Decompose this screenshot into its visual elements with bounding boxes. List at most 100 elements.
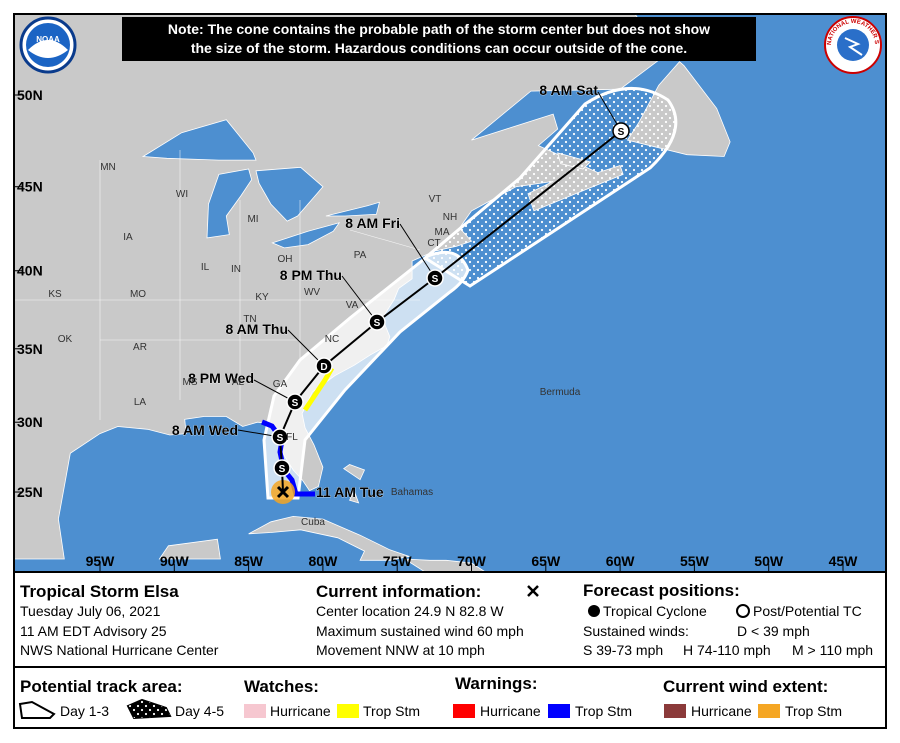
region-label: FL	[286, 432, 298, 443]
region-label: OK	[58, 334, 73, 345]
point-symbol: S	[292, 398, 299, 409]
current-marker	[527, 585, 539, 597]
region-label: WV	[304, 287, 320, 298]
state-border	[14, 150, 421, 420]
land	[403, 558, 487, 572]
cyclone-symbol	[588, 605, 600, 617]
swatch	[244, 704, 266, 718]
day45-dots	[128, 700, 170, 718]
noaa-logo: NOAA	[19, 16, 77, 74]
point-label: 11 AM Tue	[316, 484, 384, 500]
lat-label: 45N	[17, 179, 43, 195]
lat-label: 50N	[17, 87, 43, 103]
forecast-point	[286, 393, 304, 411]
logo-text: NOAA	[36, 35, 60, 44]
legend-text: Hurricane	[691, 703, 752, 719]
note-line: Note: The cone contains the probable pat…	[168, 21, 710, 37]
cone-day13	[262, 250, 470, 500]
forecast-point	[273, 459, 291, 477]
region-label: MS	[183, 377, 198, 388]
lon-label: 75W	[383, 553, 413, 569]
leader-line	[341, 275, 378, 323]
lon-label: 80W	[309, 553, 339, 569]
current-position	[276, 485, 290, 499]
lon-label: 65W	[531, 553, 561, 569]
legend-title: Watches:	[244, 677, 319, 696]
point-label: 8 PM Thu	[280, 267, 342, 283]
forecast-point	[368, 313, 386, 331]
forecast-point	[271, 428, 289, 446]
swatch	[758, 704, 780, 718]
legend-text: Trop Stm	[363, 703, 420, 719]
swatch	[337, 704, 359, 718]
region-label: MO	[130, 289, 146, 300]
swatch	[453, 704, 475, 718]
lon-label: 55W	[680, 553, 710, 569]
lake	[206, 168, 253, 239]
lon-label: 70W	[457, 553, 487, 569]
point-label: 8 AM Fri	[345, 215, 400, 231]
region-label: TN	[243, 314, 256, 325]
legend-text: Day 1-3	[60, 703, 109, 719]
region-label: WI	[176, 189, 188, 200]
legend-text: Sustained winds:	[583, 623, 689, 639]
point-label: 8 PM Wed	[188, 370, 254, 386]
region-label: AR	[133, 342, 147, 353]
lat-label: 30N	[17, 414, 43, 430]
lon-label: 95W	[86, 553, 116, 569]
region-label: LA	[134, 397, 147, 408]
legend-text: Trop Stm	[785, 703, 842, 719]
lat-label: 35N	[17, 341, 43, 357]
info-panel	[13, 571, 887, 729]
region-label: AL	[232, 377, 245, 388]
legend-title: Warnings:	[455, 674, 537, 693]
legend-text: Day 4-5	[175, 703, 224, 719]
legend-text: H 74-110 mph	[683, 642, 771, 658]
region-label: Cuba	[301, 517, 325, 528]
point-symbol: D	[320, 362, 327, 373]
lon-label: 60W	[606, 553, 636, 569]
point-label: 8 AM Sat	[539, 82, 598, 98]
date: Tuesday July 06, 2021	[20, 603, 161, 619]
current-line: Maximum sustained wind 60 mph	[316, 623, 524, 639]
region-label: VT	[429, 194, 442, 205]
post-tc-symbol	[736, 604, 750, 618]
lon-label: 50W	[754, 553, 784, 569]
region-label: NH	[443, 212, 457, 223]
point-label: 8 AM Thu	[226, 321, 288, 337]
lon-label: 85W	[234, 553, 264, 569]
lat-label: 25N	[17, 484, 43, 500]
point-symbol: S	[279, 464, 286, 475]
legend-text: D < 39 mph	[737, 623, 810, 639]
lat-label: 40N	[17, 263, 43, 279]
forecast-point	[426, 269, 444, 287]
legend-title: Current wind extent:	[663, 677, 828, 696]
note-box	[122, 17, 756, 61]
note-line: the size of the storm. Hazardous conditi…	[191, 40, 687, 56]
region-label: IL	[201, 262, 210, 273]
issuer: NWS National Hurricane Center	[20, 642, 219, 658]
region-label: MA	[435, 227, 450, 238]
forecast-title: Forecast positions:	[583, 581, 740, 600]
region-label: MI	[247, 214, 258, 225]
current-line: Center location 24.9 N 82.8 W	[316, 603, 504, 619]
legend-text: Post/Potential TC	[753, 603, 862, 619]
legend-text: Hurricane	[270, 703, 331, 719]
point-label: 8 AM Wed	[172, 422, 238, 438]
storm-name: Tropical Storm Elsa	[20, 582, 179, 601]
day13-icon	[18, 700, 56, 719]
lake	[271, 222, 341, 249]
region-label: OH	[278, 254, 293, 265]
lake	[255, 166, 324, 222]
land	[158, 538, 221, 560]
legend-text: Trop Stm	[575, 703, 632, 719]
region-label: IN	[231, 264, 241, 275]
current-line: Movement NNW at 10 mph	[316, 642, 485, 658]
region-label: CT	[427, 238, 440, 249]
current-title: Current information:	[316, 582, 481, 601]
forecast-point	[315, 357, 333, 375]
region-label: Bermuda	[540, 387, 581, 398]
region-label: MN	[100, 162, 116, 173]
legend-text: Tropical Cyclone	[603, 603, 707, 619]
